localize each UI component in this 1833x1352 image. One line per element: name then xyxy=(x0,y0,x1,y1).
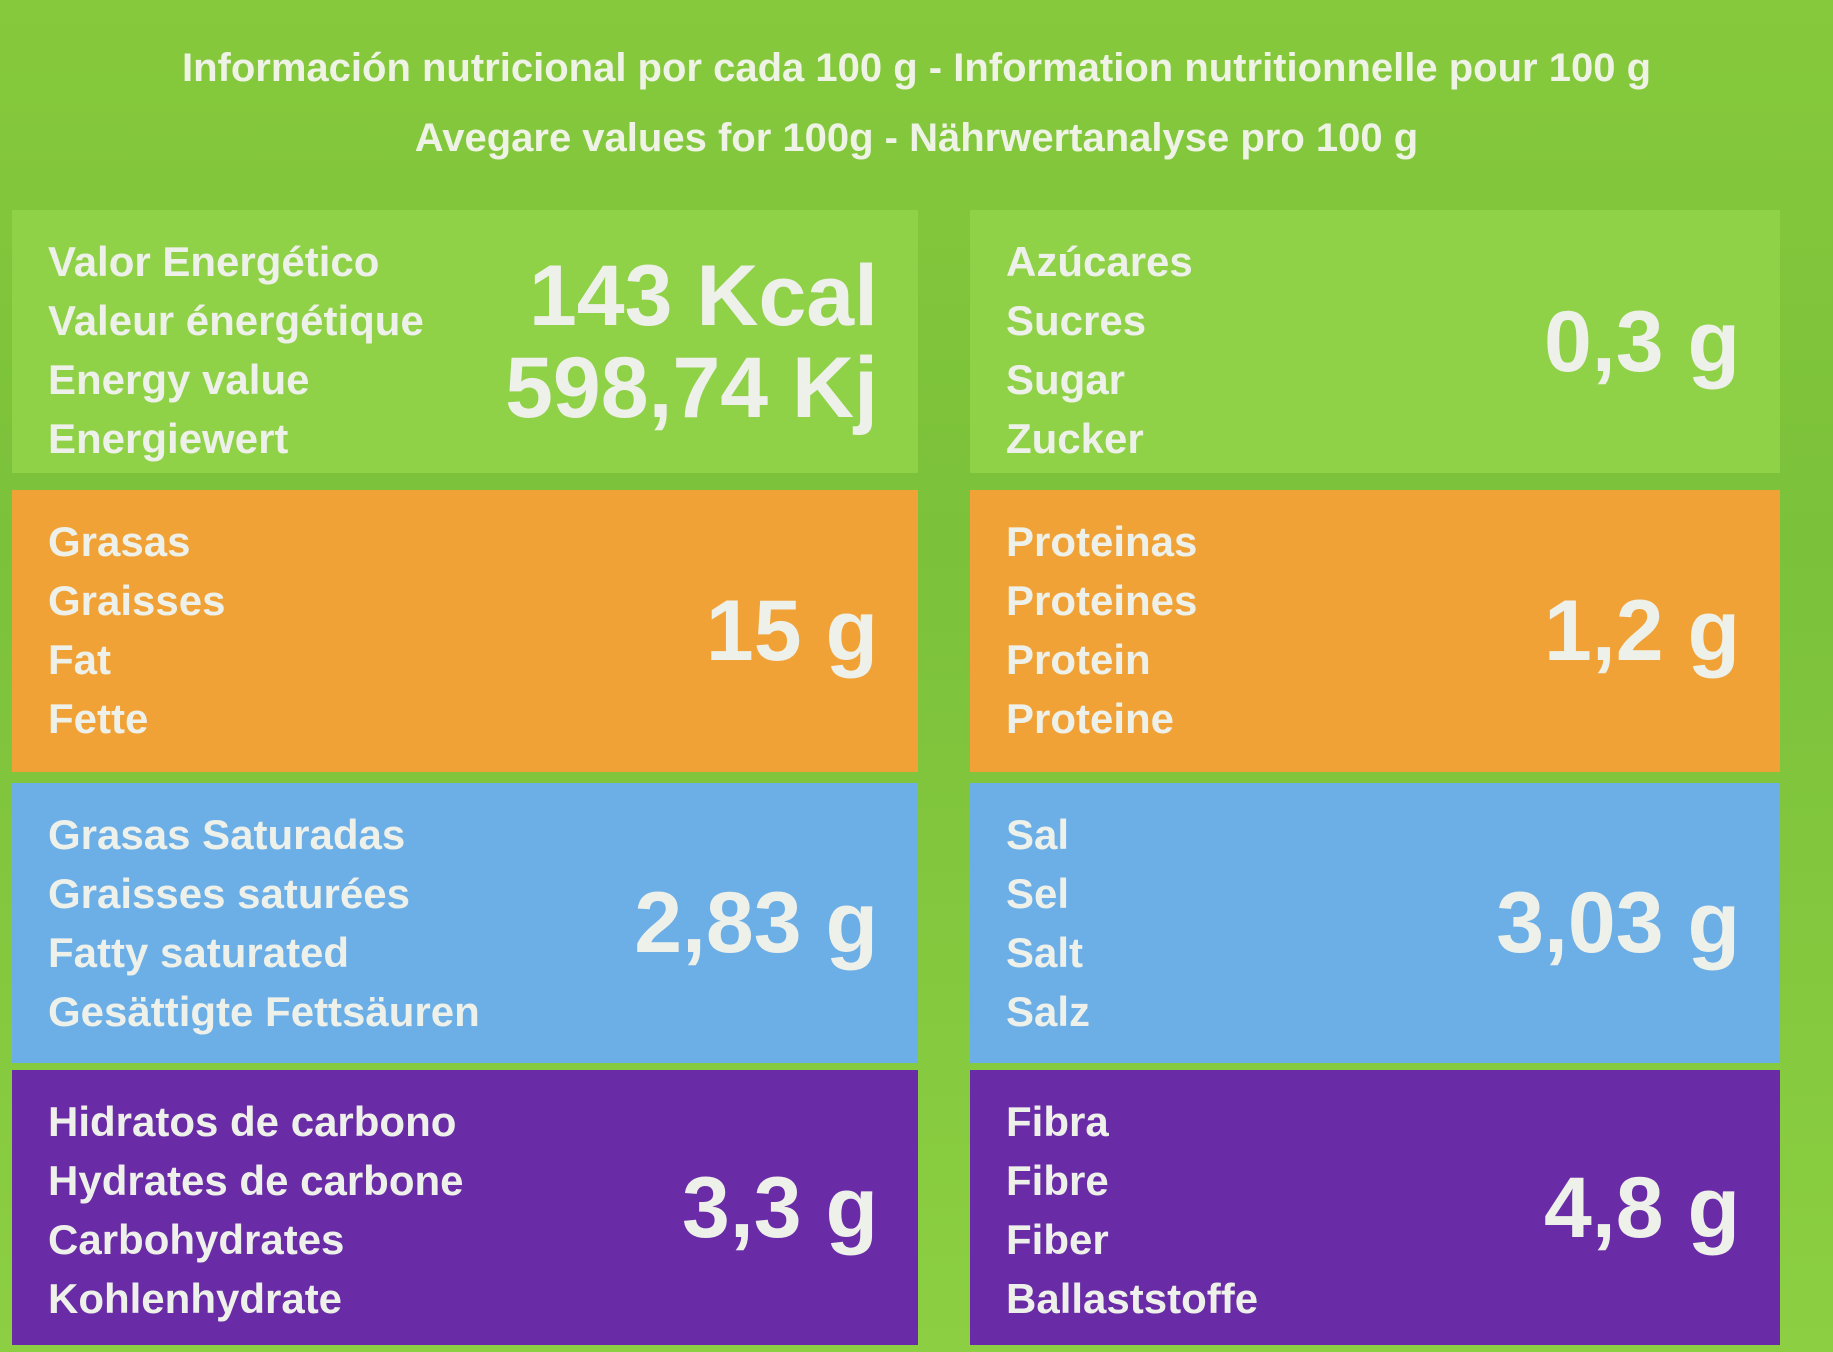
nutrient-labels: Grasas Graisses Fat Fette xyxy=(48,512,225,748)
nutrient-label: Sugar xyxy=(1006,356,1126,403)
nutrient-values: 4,8 g xyxy=(1544,1162,1740,1254)
nutrient-value: 598,74 Kj xyxy=(505,339,878,436)
nutrient-values: 3,03 g xyxy=(1496,877,1740,969)
nutrient-values: 3,3 g xyxy=(682,1162,878,1254)
nutrient-label: Carbohydrates xyxy=(48,1216,345,1263)
nutrient-label: Graisses saturées xyxy=(48,870,410,917)
nutrient-cell: Hidratos de carbono Hydrates de carbone Ca… xyxy=(12,1070,918,1345)
nutrient-values: 15 g xyxy=(706,585,878,677)
nutrient-label: Azúcares xyxy=(1006,238,1193,285)
nutrient-value: 0,3 g xyxy=(1544,293,1740,390)
nutrient-value: 3,3 g xyxy=(682,1159,878,1256)
nutrient-label: Valeur énergétique xyxy=(48,297,424,344)
nutrient-label: Salz xyxy=(1006,988,1091,1035)
nutrient-label: Fette xyxy=(48,695,149,742)
nutrient-label: Kohlenhydrate xyxy=(48,1275,343,1322)
header-line: Avegare values for 100g - Nährwertanalys… xyxy=(414,116,1419,160)
nutrient-label: Fibra xyxy=(1006,1098,1109,1145)
nutrient-labels: Hidratos de carbono Hydrates de carbone Ca… xyxy=(48,1092,464,1328)
nutrient-labels: Azúcares Sucres Sugar Zucker xyxy=(1006,232,1193,468)
nutrient-label: Protein xyxy=(1006,636,1151,683)
nutrient-value: 4,8 g xyxy=(1544,1159,1740,1256)
nutrient-label: Hydrates de carbone xyxy=(48,1157,464,1204)
nutrient-cell: Valor Energético Valeur énergétique Energy… xyxy=(12,210,918,473)
nutrient-cell: Fibra Fibre Fiber Ballaststoffe 4,8 g xyxy=(970,1070,1780,1345)
nutrient-label: Sucres xyxy=(1006,297,1147,344)
nutrient-label: Proteines xyxy=(1006,577,1198,624)
nutrient-label: Proteine xyxy=(1006,695,1175,742)
nutrient-cell: Proteinas Proteines Protein Proteine 1,2 g xyxy=(970,490,1780,772)
nutrient-label: Fibre xyxy=(1006,1157,1109,1204)
nutrient-label: Graisses xyxy=(48,577,226,624)
nutrient-label: Energiewert xyxy=(48,415,289,462)
nutrient-value: 15 g xyxy=(705,583,878,679)
nutrient-label: Grasas Saturadas xyxy=(48,811,406,858)
nutrient-label: Proteinas xyxy=(1006,518,1198,565)
nutrient-label: Ballaststoffe xyxy=(1006,1275,1259,1322)
nutrient-label: Fat xyxy=(48,636,111,683)
nutrient-label: Fiber xyxy=(1006,1216,1109,1263)
nutrient-labels: Fibra Fibre Fiber Ballaststoffe xyxy=(1006,1092,1258,1328)
header-line: Información nutricional por cada 100 g -… xyxy=(181,46,1652,90)
nutrient-label: Hidratos de carbono xyxy=(48,1098,457,1145)
nutrient-label: Fatty saturated xyxy=(48,929,350,976)
nutrient-labels: Grasas Saturadas Graisses saturées Fatty s… xyxy=(48,805,480,1041)
nutrient-label: Sel xyxy=(1006,870,1070,917)
nutrient-label: Valor Energético xyxy=(48,238,380,285)
nutrient-label: Sal xyxy=(1006,811,1070,858)
nutrient-cell: Sal Sel Salt Salz 3,03 g xyxy=(970,783,1780,1063)
nutrient-label: Zucker xyxy=(1006,415,1144,462)
nutrient-value: 143 Kcal xyxy=(528,247,878,344)
nutrient-cell: Azúcares Sucres Sugar Zucker 0,3 g xyxy=(970,210,1780,473)
nutrient-labels: Valor Energético Valeur énergétique Energy… xyxy=(48,232,424,468)
nutrient-value: 3,03 g xyxy=(1496,875,1740,971)
nutrient-values: 1,2 g xyxy=(1544,585,1740,677)
nutrient-values: 2,83 g xyxy=(634,877,878,969)
nutrient-values: 143 Kcal 598,74 Kj xyxy=(505,250,878,434)
nutrient-value: 1,2 g xyxy=(1544,583,1740,679)
nutrient-label: Energy value xyxy=(48,356,310,403)
nutrient-label: Gesättigte Fettsäuren xyxy=(48,988,480,1035)
nutrient-cell: Grasas Graisses Fat Fette 15 g xyxy=(12,490,918,772)
nutrient-label: Salt xyxy=(1006,929,1084,976)
nutrient-value: 2,83 g xyxy=(634,875,878,971)
nutrient-label: Grasas xyxy=(48,518,191,565)
nutrient-labels: Sal Sel Salt Salz xyxy=(1006,805,1090,1041)
nutrient-values: 0,3 g xyxy=(1544,296,1740,388)
nutrient-labels: Proteinas Proteines Protein Proteine xyxy=(1006,512,1197,748)
nutrient-cell: Grasas Saturadas Graisses saturées Fatty s… xyxy=(12,783,918,1063)
